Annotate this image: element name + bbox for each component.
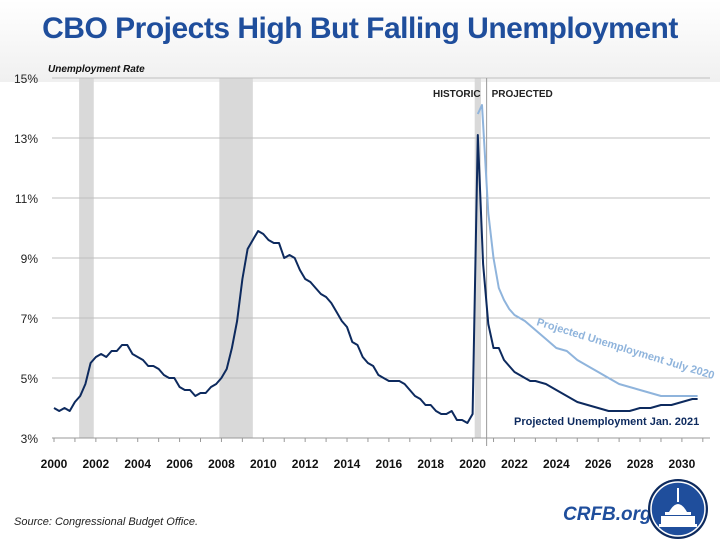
projected-label: PROJECTED — [492, 89, 553, 100]
x-tick-label: 2030 — [669, 457, 696, 471]
x-tick-label: 2022 — [501, 457, 528, 471]
x-tick-label: 2016 — [376, 457, 403, 471]
y-tick-label: 15% — [14, 72, 38, 86]
series-label-jan-2021: Projected Unemployment Jan. 2021 — [514, 416, 699, 428]
x-tick-label: 2028 — [627, 457, 654, 471]
y-tick-label: 13% — [14, 132, 38, 146]
source-note: Source: Congressional Budget Office. — [14, 516, 199, 528]
x-tick-label: 2024 — [543, 457, 570, 471]
x-tick-label: 2008 — [208, 457, 235, 471]
x-tick-label: 2026 — [585, 457, 612, 471]
brand-link[interactable]: CRFB.org — [563, 504, 652, 525]
y-axis-label: Unemployment Rate — [48, 64, 145, 75]
x-tick-label: 2006 — [166, 457, 193, 471]
x-tick-label: 2018 — [417, 457, 444, 471]
x-tick-label: 2004 — [124, 457, 151, 471]
series-july-2020-line — [476, 104, 698, 397]
y-tick-label: 7% — [21, 312, 39, 326]
x-tick-label: 2002 — [83, 457, 110, 471]
x-tick-label: 2020 — [459, 457, 486, 471]
chart-title: CBO Projects High But Falling Unemployme… — [42, 12, 678, 45]
header-band — [0, 0, 720, 82]
series-jan-2021-line — [53, 134, 698, 424]
x-tick-label: 2014 — [334, 457, 361, 471]
historic-label: HISTORIC — [433, 89, 481, 100]
x-tick-label: 2010 — [250, 457, 277, 471]
x-tick-label: 2000 — [41, 457, 68, 471]
crfb-capitol-logo — [648, 479, 708, 539]
x-tick-label: 2012 — [292, 457, 319, 471]
y-tick-label: 9% — [21, 252, 39, 266]
y-tick-label: 11% — [15, 192, 38, 206]
y-tick-label: 3% — [21, 432, 39, 446]
y-tick-label: 5% — [21, 372, 39, 386]
